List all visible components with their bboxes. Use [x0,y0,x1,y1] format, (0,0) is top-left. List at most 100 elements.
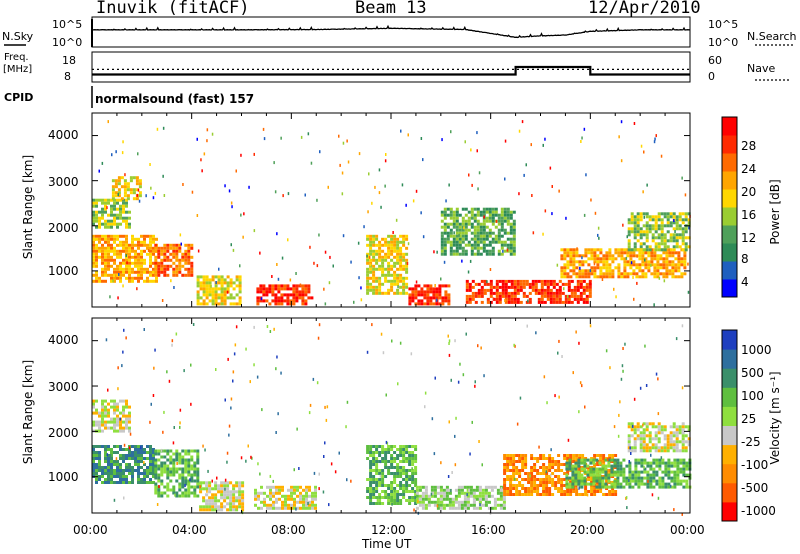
power-scatter-point [384,184,386,188]
velocity-cell [113,463,116,466]
velocity-cell [125,402,128,406]
power-cell [390,285,394,289]
velocity-scatter-point [669,484,672,488]
velocity-cell [503,487,507,490]
velocity-scatter-point [430,492,433,496]
velocity-cell [463,494,467,498]
velocity-cell [586,458,590,462]
velocity-scatter-point [578,341,580,345]
velocity-cell [676,458,680,462]
velocity-cell [595,479,599,483]
velocity-cell [672,425,676,429]
velocity-cell [521,484,525,487]
velocity-cell [384,490,388,493]
velocity-cell [125,448,128,451]
velocity-cell [238,496,242,500]
velocity-cell [396,457,400,460]
velocity-cell [643,461,647,465]
velocity-cell [636,434,640,438]
power-cell [552,300,556,304]
power-cell [455,219,459,223]
velocity-cell [586,473,590,477]
velocity-cell [509,475,513,478]
power-cell [657,242,661,246]
power-cell [635,275,639,279]
power-cell [116,216,119,220]
power-cell [590,266,594,270]
velocity-cell [442,503,446,507]
velocity-cell [369,463,373,466]
power-cell [95,204,98,208]
power-cell [507,294,511,298]
velocity-cell [107,469,110,472]
power-cell [181,258,185,262]
power-cell [666,215,670,219]
velocity-cell [601,464,605,468]
power-cell [611,272,615,276]
power-cell [578,272,582,276]
velocity-cell [110,451,113,454]
velocity-cell [119,481,122,484]
velocity-cell [193,494,197,498]
velocity-cell [571,473,575,477]
velocity-cell [518,469,522,472]
power-cell [512,219,516,223]
velocity-cell [484,491,488,495]
power-cell [211,302,215,306]
velocity-cell [378,469,382,472]
power-cell [131,279,134,283]
power-scatter-point [521,120,524,124]
velocity-cell [545,466,549,469]
power-cell [117,188,121,192]
velocity-scatter-point [190,363,192,367]
velocity-cell [143,478,146,481]
velocity-cell [584,487,588,490]
power-cell [390,240,394,244]
power-cell [668,272,672,276]
power-cell [672,236,676,240]
velocity-cell [616,470,620,474]
power-cell [223,293,227,297]
velocity-cell [372,460,376,463]
velocity-cell [119,469,122,472]
power-cell [113,222,116,226]
power-cell [220,278,224,282]
velocity-cell [208,484,212,488]
velocity-scatter-point [465,332,467,336]
power-cell [387,279,391,283]
power-cell [190,273,194,277]
velocity-cell [687,425,691,429]
velocity-cell [184,452,188,456]
velocity-cell [548,454,552,457]
power-cell [304,293,308,297]
power-scatter-point [98,169,100,173]
velocity-colorbar-swatch [722,463,737,484]
power-cell [135,182,139,186]
velocity-cell [95,466,98,469]
power-cell [654,236,658,240]
power-cell [390,288,394,292]
velocity-cell [149,466,152,469]
power-cell [632,260,636,264]
velocity-scatter-point [424,391,427,395]
power-cell [473,246,477,250]
velocity-cell [592,467,596,471]
velocity-cell [475,497,479,501]
power-cell [304,302,308,306]
velocity-cell [119,472,122,475]
power-scatter-point [401,183,404,187]
power-cell [138,179,142,183]
velocity-cell [293,488,296,492]
power-cell [626,251,630,255]
power-cell [238,302,242,306]
velocity-cell [393,493,397,496]
power-cell [663,236,667,240]
power-cell [452,210,456,214]
power-cell [488,228,492,232]
power-cell [455,237,459,241]
power-cell [627,218,631,222]
power-cell [447,302,451,306]
velocity-cell [128,466,131,469]
power-cell [641,251,645,255]
velocity-scatter-point [436,504,439,508]
